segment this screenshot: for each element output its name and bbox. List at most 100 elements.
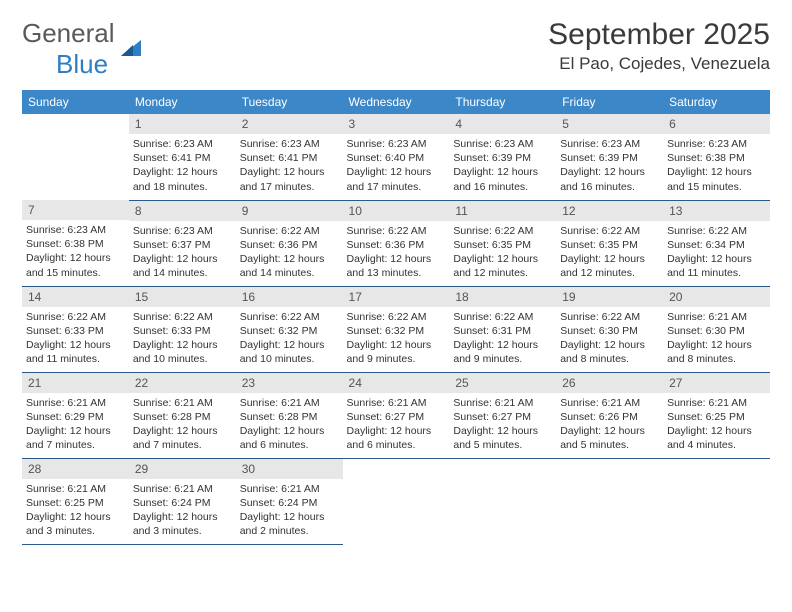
day-number: 13 <box>663 201 770 221</box>
daylight-text: Daylight: 12 hours and 3 minutes. <box>133 510 232 538</box>
sunrise-text: Sunrise: 6:21 AM <box>560 396 659 410</box>
sunrise-text: Sunrise: 6:21 AM <box>667 310 766 324</box>
logo-sail-icon <box>119 38 149 60</box>
day-number: 4 <box>449 114 556 134</box>
sunrise-text: Sunrise: 6:22 AM <box>26 310 125 324</box>
calendar-week-row: 28Sunrise: 6:21 AMSunset: 6:25 PMDayligh… <box>22 458 770 544</box>
sunrise-text: Sunrise: 6:22 AM <box>453 310 552 324</box>
day-number: 14 <box>22 287 129 307</box>
calendar-day-cell: 18Sunrise: 6:22 AMSunset: 6:31 PMDayligh… <box>449 286 556 372</box>
day-body: Sunrise: 6:23 AMSunset: 6:38 PMDaylight:… <box>22 220 129 285</box>
weekday-header: Wednesday <box>343 90 450 114</box>
day-body: Sunrise: 6:23 AMSunset: 6:40 PMDaylight:… <box>343 134 450 199</box>
day-number: 16 <box>236 287 343 307</box>
sunset-text: Sunset: 6:24 PM <box>240 496 339 510</box>
day-body: Sunrise: 6:21 AMSunset: 6:30 PMDaylight:… <box>663 307 770 372</box>
day-number: 8 <box>129 201 236 221</box>
calendar-day-cell: 1Sunrise: 6:23 AMSunset: 6:41 PMDaylight… <box>129 114 236 200</box>
calendar-day-cell: 24Sunrise: 6:21 AMSunset: 6:27 PMDayligh… <box>343 372 450 458</box>
calendar-day-cell: 5Sunrise: 6:23 AMSunset: 6:39 PMDaylight… <box>556 114 663 200</box>
day-body: Sunrise: 6:22 AMSunset: 6:34 PMDaylight:… <box>663 221 770 286</box>
sunset-text: Sunset: 6:27 PM <box>453 410 552 424</box>
daylight-text: Daylight: 12 hours and 13 minutes. <box>347 252 446 280</box>
calendar-week-row: 21Sunrise: 6:21 AMSunset: 6:29 PMDayligh… <box>22 372 770 458</box>
sunset-text: Sunset: 6:39 PM <box>560 151 659 165</box>
sunset-text: Sunset: 6:30 PM <box>560 324 659 338</box>
day-number: 5 <box>556 114 663 134</box>
day-number: 7 <box>22 200 129 220</box>
day-number: 20 <box>663 287 770 307</box>
day-body: Sunrise: 6:21 AMSunset: 6:24 PMDaylight:… <box>236 479 343 544</box>
day-number: 26 <box>556 373 663 393</box>
day-number: 25 <box>449 373 556 393</box>
day-number <box>449 459 556 465</box>
day-body: Sunrise: 6:22 AMSunset: 6:35 PMDaylight:… <box>556 221 663 286</box>
logo-line2: Blue <box>56 49 108 79</box>
weekday-header-row: Sunday Monday Tuesday Wednesday Thursday… <box>22 90 770 114</box>
day-number: 15 <box>129 287 236 307</box>
calendar-day-cell: 26Sunrise: 6:21 AMSunset: 6:26 PMDayligh… <box>556 372 663 458</box>
sunset-text: Sunset: 6:33 PM <box>26 324 125 338</box>
month-title: September 2025 <box>548 18 770 52</box>
sunset-text: Sunset: 6:38 PM <box>667 151 766 165</box>
day-number: 1 <box>129 114 236 134</box>
daylight-text: Daylight: 12 hours and 18 minutes. <box>133 165 232 193</box>
daylight-text: Daylight: 12 hours and 5 minutes. <box>453 424 552 452</box>
sunset-text: Sunset: 6:33 PM <box>133 324 232 338</box>
calendar-day-cell: 16Sunrise: 6:22 AMSunset: 6:32 PMDayligh… <box>236 286 343 372</box>
weekday-header: Sunday <box>22 90 129 114</box>
calendar-day-cell: 28Sunrise: 6:21 AMSunset: 6:25 PMDayligh… <box>22 458 129 544</box>
day-number: 24 <box>343 373 450 393</box>
sunrise-text: Sunrise: 6:22 AM <box>240 310 339 324</box>
day-number <box>343 459 450 465</box>
calendar-day-cell: 3Sunrise: 6:23 AMSunset: 6:40 PMDaylight… <box>343 114 450 200</box>
calendar-day-cell <box>343 458 450 544</box>
calendar-week-row: 7Sunrise: 6:23 AMSunset: 6:38 PMDaylight… <box>22 200 770 286</box>
logo: General Blue <box>22 18 149 80</box>
calendar-day-cell: 27Sunrise: 6:21 AMSunset: 6:25 PMDayligh… <box>663 372 770 458</box>
logo-line1: General <box>22 18 115 48</box>
weekday-header: Thursday <box>449 90 556 114</box>
calendar-day-cell <box>449 458 556 544</box>
calendar-day-cell <box>22 114 129 200</box>
sunset-text: Sunset: 6:35 PM <box>453 238 552 252</box>
day-body: Sunrise: 6:21 AMSunset: 6:27 PMDaylight:… <box>343 393 450 458</box>
day-number: 28 <box>22 459 129 479</box>
day-number: 10 <box>343 201 450 221</box>
sunset-text: Sunset: 6:32 PM <box>240 324 339 338</box>
daylight-text: Daylight: 12 hours and 4 minutes. <box>667 424 766 452</box>
day-number: 3 <box>343 114 450 134</box>
daylight-text: Daylight: 12 hours and 8 minutes. <box>560 338 659 366</box>
calendar-table: Sunday Monday Tuesday Wednesday Thursday… <box>22 90 770 545</box>
calendar-day-cell: 19Sunrise: 6:22 AMSunset: 6:30 PMDayligh… <box>556 286 663 372</box>
day-body: Sunrise: 6:21 AMSunset: 6:25 PMDaylight:… <box>22 479 129 544</box>
daylight-text: Daylight: 12 hours and 11 minutes. <box>667 252 766 280</box>
daylight-text: Daylight: 12 hours and 14 minutes. <box>240 252 339 280</box>
daylight-text: Daylight: 12 hours and 10 minutes. <box>133 338 232 366</box>
day-number: 18 <box>449 287 556 307</box>
daylight-text: Daylight: 12 hours and 14 minutes. <box>133 252 232 280</box>
weekday-header: Saturday <box>663 90 770 114</box>
calendar-day-cell: 30Sunrise: 6:21 AMSunset: 6:24 PMDayligh… <box>236 458 343 544</box>
sunset-text: Sunset: 6:36 PM <box>240 238 339 252</box>
location: El Pao, Cojedes, Venezuela <box>548 54 770 74</box>
calendar-day-cell: 21Sunrise: 6:21 AMSunset: 6:29 PMDayligh… <box>22 372 129 458</box>
day-body: Sunrise: 6:23 AMSunset: 6:38 PMDaylight:… <box>663 134 770 199</box>
logo-text: General Blue <box>22 18 115 80</box>
weekday-header: Friday <box>556 90 663 114</box>
day-number <box>556 459 663 465</box>
sunrise-text: Sunrise: 6:23 AM <box>133 224 232 238</box>
calendar-day-cell <box>556 458 663 544</box>
sunset-text: Sunset: 6:28 PM <box>133 410 232 424</box>
sunrise-text: Sunrise: 6:21 AM <box>667 396 766 410</box>
calendar-day-cell: 6Sunrise: 6:23 AMSunset: 6:38 PMDaylight… <box>663 114 770 200</box>
calendar-day-cell: 7Sunrise: 6:23 AMSunset: 6:38 PMDaylight… <box>22 200 129 286</box>
sunset-text: Sunset: 6:27 PM <box>347 410 446 424</box>
sunrise-text: Sunrise: 6:23 AM <box>240 137 339 151</box>
sunrise-text: Sunrise: 6:22 AM <box>453 224 552 238</box>
daylight-text: Daylight: 12 hours and 3 minutes. <box>26 510 125 538</box>
sunrise-text: Sunrise: 6:21 AM <box>133 396 232 410</box>
sunset-text: Sunset: 6:40 PM <box>347 151 446 165</box>
sunset-text: Sunset: 6:38 PM <box>26 237 125 251</box>
sunset-text: Sunset: 6:32 PM <box>347 324 446 338</box>
